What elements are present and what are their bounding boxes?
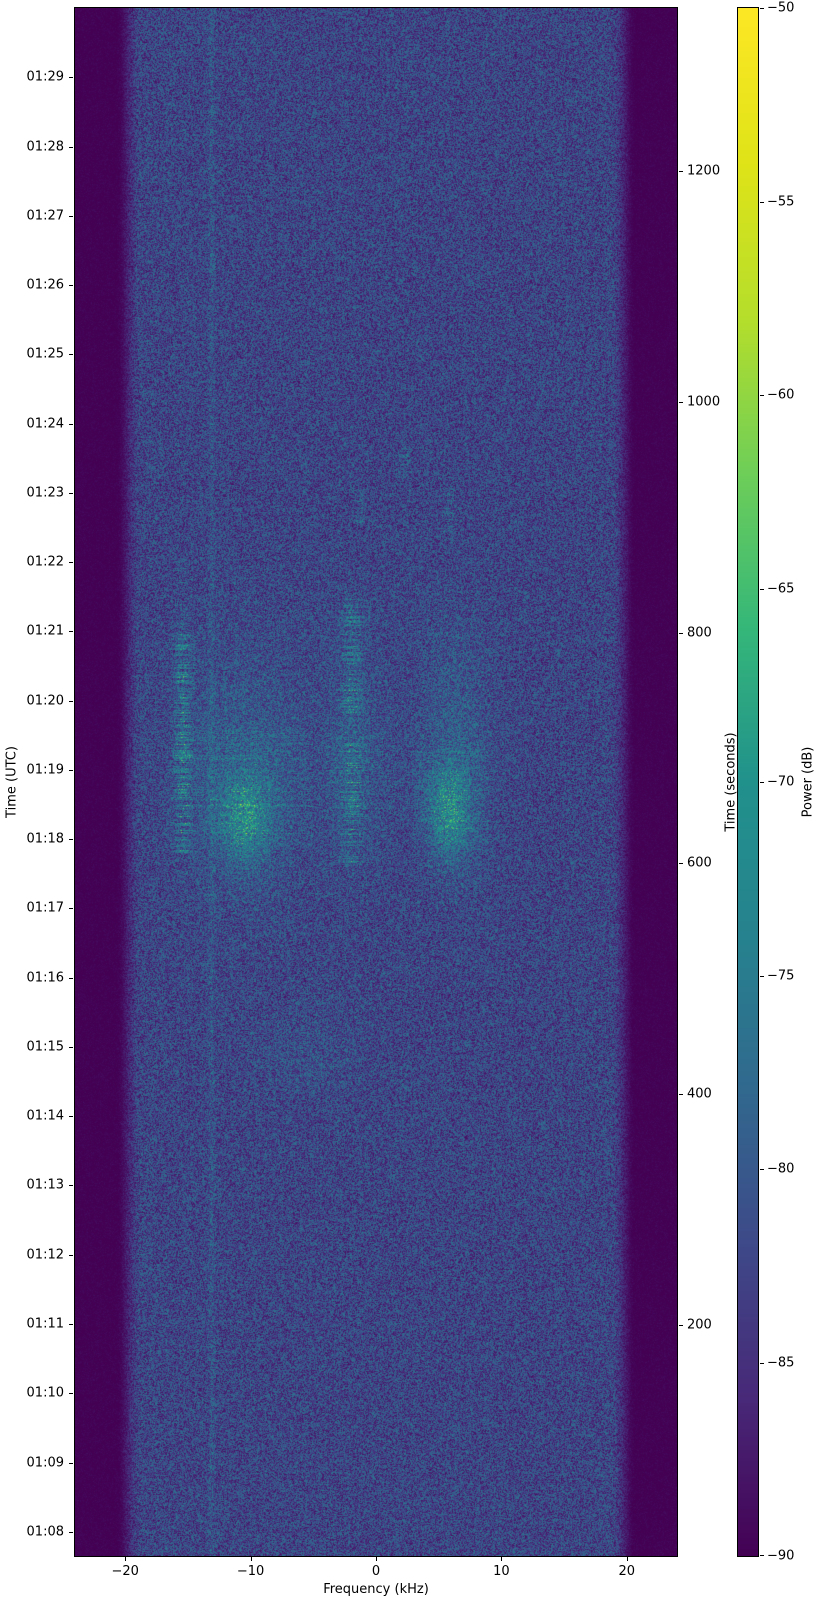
colorbar-tick: [760, 1169, 764, 1170]
y-axis-utc-tick: [69, 1462, 73, 1464]
y-axis-utc-tick: [69, 354, 73, 356]
x-axis-tick: [125, 1557, 127, 1561]
y-axis-seconds-tick-label: 800: [687, 625, 712, 640]
y-axis-utc-tick: [69, 492, 73, 494]
y-axis-utc-tick: [69, 769, 73, 771]
y-axis-utc-tick: [69, 1116, 73, 1118]
y-axis-utc-tick-label: 01:27: [26, 208, 64, 224]
y-axis-utc-tick: [69, 215, 73, 217]
colorbar-tick: [760, 1555, 764, 1556]
y-axis-utc-tick-label: 01:25: [26, 346, 64, 362]
y-axis-utc-tick: [69, 1254, 73, 1256]
x-axis-tick-label: 20: [618, 1564, 636, 1579]
colorbar: [737, 7, 759, 1557]
x-axis-tick: [626, 1557, 628, 1561]
y-axis-utc-tick: [69, 908, 73, 910]
y-axis-utc-tick: [69, 146, 73, 148]
y-axis-utc-tick-label: 01:10: [26, 1385, 64, 1401]
y-axis-utc-tick-label: 01:19: [26, 762, 64, 778]
y-axis-seconds-tick-label: 600: [687, 855, 712, 871]
y-axis-utc-tick: [69, 839, 73, 841]
y-axis-seconds-tick: [679, 632, 683, 634]
y-axis-utc-tick: [69, 1185, 73, 1187]
y-axis-utc-tick-label: 01:11: [26, 1316, 64, 1332]
y-axis-utc-tick-label: 01:14: [26, 1108, 64, 1124]
colorbar-tick-label: −60: [767, 387, 795, 403]
y-axis-utc-tick: [69, 1531, 73, 1533]
y-axis-seconds-tick: [679, 863, 683, 865]
y-axis-utc-tick: [69, 631, 73, 633]
y-axis-utc-tick-label: 01:24: [26, 416, 64, 432]
y-axis-utc-tick: [69, 1324, 73, 1325]
y-axis-utc-tick: [69, 1393, 73, 1395]
spectrogram-image: [75, 8, 677, 1556]
y-axis-seconds-tick-label: 1000: [687, 394, 721, 410]
y-axis-utc-tick-label: 01:20: [26, 693, 64, 709]
x-axis-tick-label: 0: [371, 1564, 381, 1579]
x-axis-tick-label: 10: [493, 1564, 510, 1579]
y-axis-seconds-tick-label: 400: [687, 1086, 712, 1102]
y-axis-utc-tick-label: 01:16: [26, 970, 64, 986]
y-axis-utc-tick-label: 01:22: [26, 554, 64, 570]
colorbar-tick-label: −75: [767, 968, 795, 983]
y-axis-label-seconds: Time (seconds): [723, 732, 739, 832]
colorbar-tick: [760, 588, 764, 590]
colorbar-tick-label: −80: [767, 1161, 795, 1177]
x-axis-tick-label: −20: [111, 1564, 139, 1579]
y-axis-utc-tick: [69, 77, 73, 79]
y-axis-seconds-tick-label: 200: [687, 1317, 712, 1333]
colorbar-tick-label: −65: [767, 581, 795, 596]
y-axis-utc-tick-label: 01:12: [26, 1247, 64, 1263]
y-axis-utc-tick-label: 01:17: [26, 900, 64, 916]
y-axis-seconds-tick: [679, 401, 683, 403]
colorbar-tick: [760, 782, 764, 783]
y-axis-utc-tick-label: 01:28: [26, 139, 64, 154]
y-axis-utc-tick: [69, 285, 73, 286]
y-axis-label-utc: Time (UTC): [4, 746, 20, 818]
colorbar-tick: [760, 975, 764, 977]
colorbar-tick-label: −85: [767, 1355, 795, 1370]
y-axis-seconds-tick: [679, 1094, 683, 1096]
plot-area: [74, 7, 678, 1557]
y-axis-utc-tick: [69, 700, 73, 702]
y-axis-utc-tick-label: 01:08: [26, 1524, 64, 1540]
x-axis-tick: [376, 1557, 377, 1561]
colorbar-label: Power (dB): [800, 746, 816, 818]
y-axis-utc-tick: [69, 423, 73, 425]
y-axis-utc-tick-label: 01:18: [26, 831, 64, 847]
colorbar-tick-label: −50: [767, 0, 795, 16]
y-axis-utc-tick-label: 01:15: [26, 1039, 64, 1055]
colorbar-tick: [760, 201, 764, 203]
y-axis-utc-tick: [69, 562, 73, 564]
y-axis-seconds-tick: [679, 170, 683, 172]
y-axis-utc-tick-label: 01:29: [26, 69, 64, 85]
colorbar-tick-label: −70: [767, 774, 795, 790]
colorbar-tick: [760, 1362, 764, 1364]
x-axis-tick: [250, 1557, 252, 1561]
y-axis-utc-tick: [69, 1046, 73, 1048]
colorbar-tick: [760, 395, 764, 396]
y-axis-seconds-tick: [679, 1325, 683, 1327]
colorbar-tick-label: −90: [767, 1548, 795, 1564]
x-axis-label: Frequency (kHz): [323, 1582, 429, 1597]
colorbar-tick: [760, 8, 764, 9]
y-axis-utc-tick: [69, 977, 73, 979]
x-axis-tick: [501, 1557, 503, 1561]
y-axis-utc-tick-label: 01:13: [26, 1177, 64, 1193]
y-axis-utc-tick-label: 01:23: [26, 485, 64, 501]
y-axis-seconds-tick-label: 1200: [687, 163, 721, 179]
y-axis-utc-tick-label: 01:21: [26, 623, 64, 639]
y-axis-utc-tick-label: 01:09: [26, 1455, 64, 1470]
colorbar-tick-label: −55: [767, 194, 795, 209]
x-axis-tick-label: −10: [236, 1564, 265, 1579]
y-axis-utc-tick-label: 01:26: [26, 277, 64, 293]
colorbar-gradient: [738, 8, 758, 1556]
